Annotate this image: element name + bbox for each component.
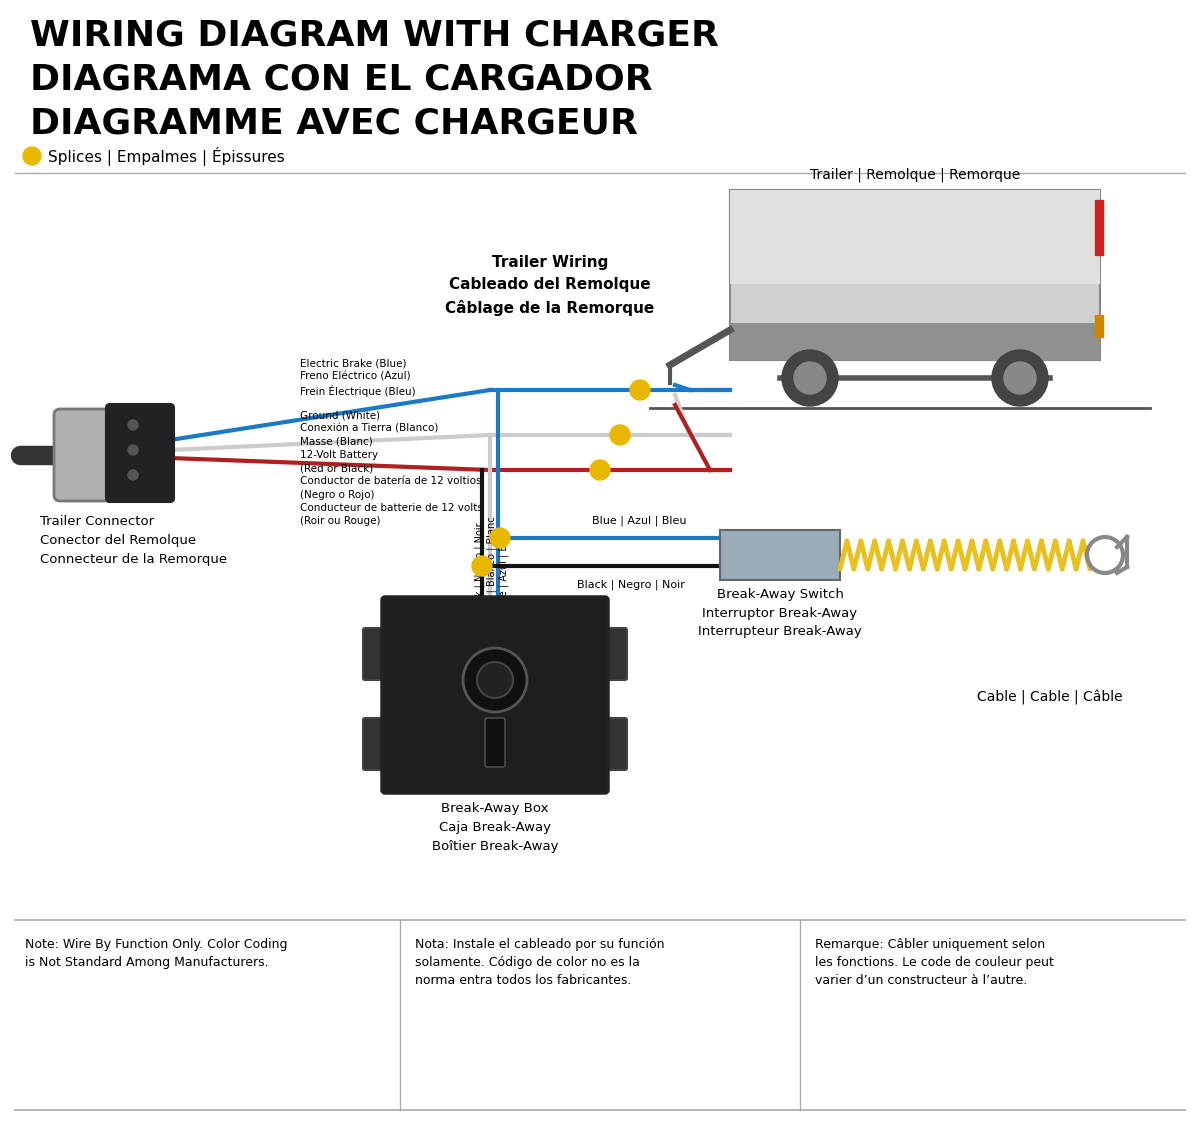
Bar [730,190,1100,360]
Text: WIRING DIAGRAM WITH CHARGER: WIRING DIAGRAM WITH CHARGER [30,18,719,52]
Text: 12-Volt Battery
(Red or Black)
Conductor de batería de 12 voltios
(Negro o Rojo): 12-Volt Battery (Red or Black) Conductor… [300,450,482,526]
Text: Remarque: Câbler uniquement selon
les fonctions. Le code de couleur peut
varier : Remarque: Câbler uniquement selon les fo… [815,938,1054,987]
FancyBboxPatch shape [601,718,628,770]
Text: DIAGRAMA CON EL CARGADOR: DIAGRAMA CON EL CARGADOR [30,62,653,96]
FancyBboxPatch shape [601,628,628,680]
Text: Splices | Empalmes | Épissures: Splices | Empalmes | Épissures [48,147,284,165]
Text: Break-Away Switch
Interruptor Break-Away
Interrupteur Break-Away: Break-Away Switch Interruptor Break-Away… [698,588,862,638]
Text: BRAKE: BRAKE [772,566,788,571]
Circle shape [23,147,41,165]
Text: Note: Wire By Function Only. Color Coding
is Not Standard Among Manufacturers.: Note: Wire By Function Only. Color Codin… [25,938,288,969]
Text: Ground (White)
Conexión a Tierra (Blanco)
Masse (Blanc): Ground (White) Conexión a Tierra (Blanco… [300,411,438,447]
Text: Black | Negro | Noir: Black | Negro | Noir [475,523,485,618]
Circle shape [590,460,610,480]
Text: Trailer Connector
Conector del Remolque
Connecteur de la Remorque: Trailer Connector Conector del Remolque … [40,515,227,566]
Text: Trailer | Remolque | Remorque: Trailer | Remolque | Remorque [810,167,1020,182]
Circle shape [630,380,650,400]
Circle shape [782,349,838,406]
Text: PULL TO: PULL TO [769,538,791,543]
Circle shape [992,349,1048,406]
FancyBboxPatch shape [364,718,389,770]
FancyBboxPatch shape [382,597,608,793]
FancyBboxPatch shape [485,718,505,767]
FancyBboxPatch shape [364,628,389,680]
Text: White | Blanco | Blanc: White | Blanco | Blanc [487,516,497,624]
Bar [730,190,1100,284]
Circle shape [128,470,138,480]
Text: DIAGRAMME AVEC CHARGEUR: DIAGRAMME AVEC CHARGEUR [30,106,638,140]
Bar [720,530,840,580]
Circle shape [128,420,138,430]
Text: ACTIVATE: ACTIVATE [767,552,793,556]
Text: Black | Negro | Noir: Black | Negro | Noir [577,580,685,590]
Bar [1096,200,1103,254]
Circle shape [490,528,510,549]
Bar [730,322,1100,360]
Circle shape [478,662,514,698]
Circle shape [472,556,492,576]
Text: Electric Brake (Blue)
Freno Eléctrico (Azul)
Frein Électrique (Bleu): Electric Brake (Blue) Freno Eléctrico (A… [300,359,415,397]
Circle shape [463,648,527,713]
FancyBboxPatch shape [54,409,151,501]
Circle shape [128,444,138,455]
Bar [1096,316,1103,337]
Circle shape [794,362,826,394]
Circle shape [1004,362,1036,394]
Text: Cable | Cable | Câble: Cable | Cable | Câble [977,690,1123,705]
Text: Nota: Instale el cableado por su función
solamente. Código de color no es la
nor: Nota: Instale el cableado por su función… [415,938,665,987]
Text: Blue | Azul | Bleu: Blue | Azul | Bleu [499,528,509,612]
Text: Trailer Wiring
Cableado del Remolque
Câblage de la Remorque: Trailer Wiring Cableado del Remolque Câb… [445,254,655,316]
Text: Break-Away Box
Caja Break-Away
Boîtier Break-Away: Break-Away Box Caja Break-Away Boîtier B… [432,802,558,853]
FancyBboxPatch shape [106,404,174,502]
Text: Blue | Azul | Bleu: Blue | Azul | Bleu [592,516,686,526]
Circle shape [610,425,630,444]
